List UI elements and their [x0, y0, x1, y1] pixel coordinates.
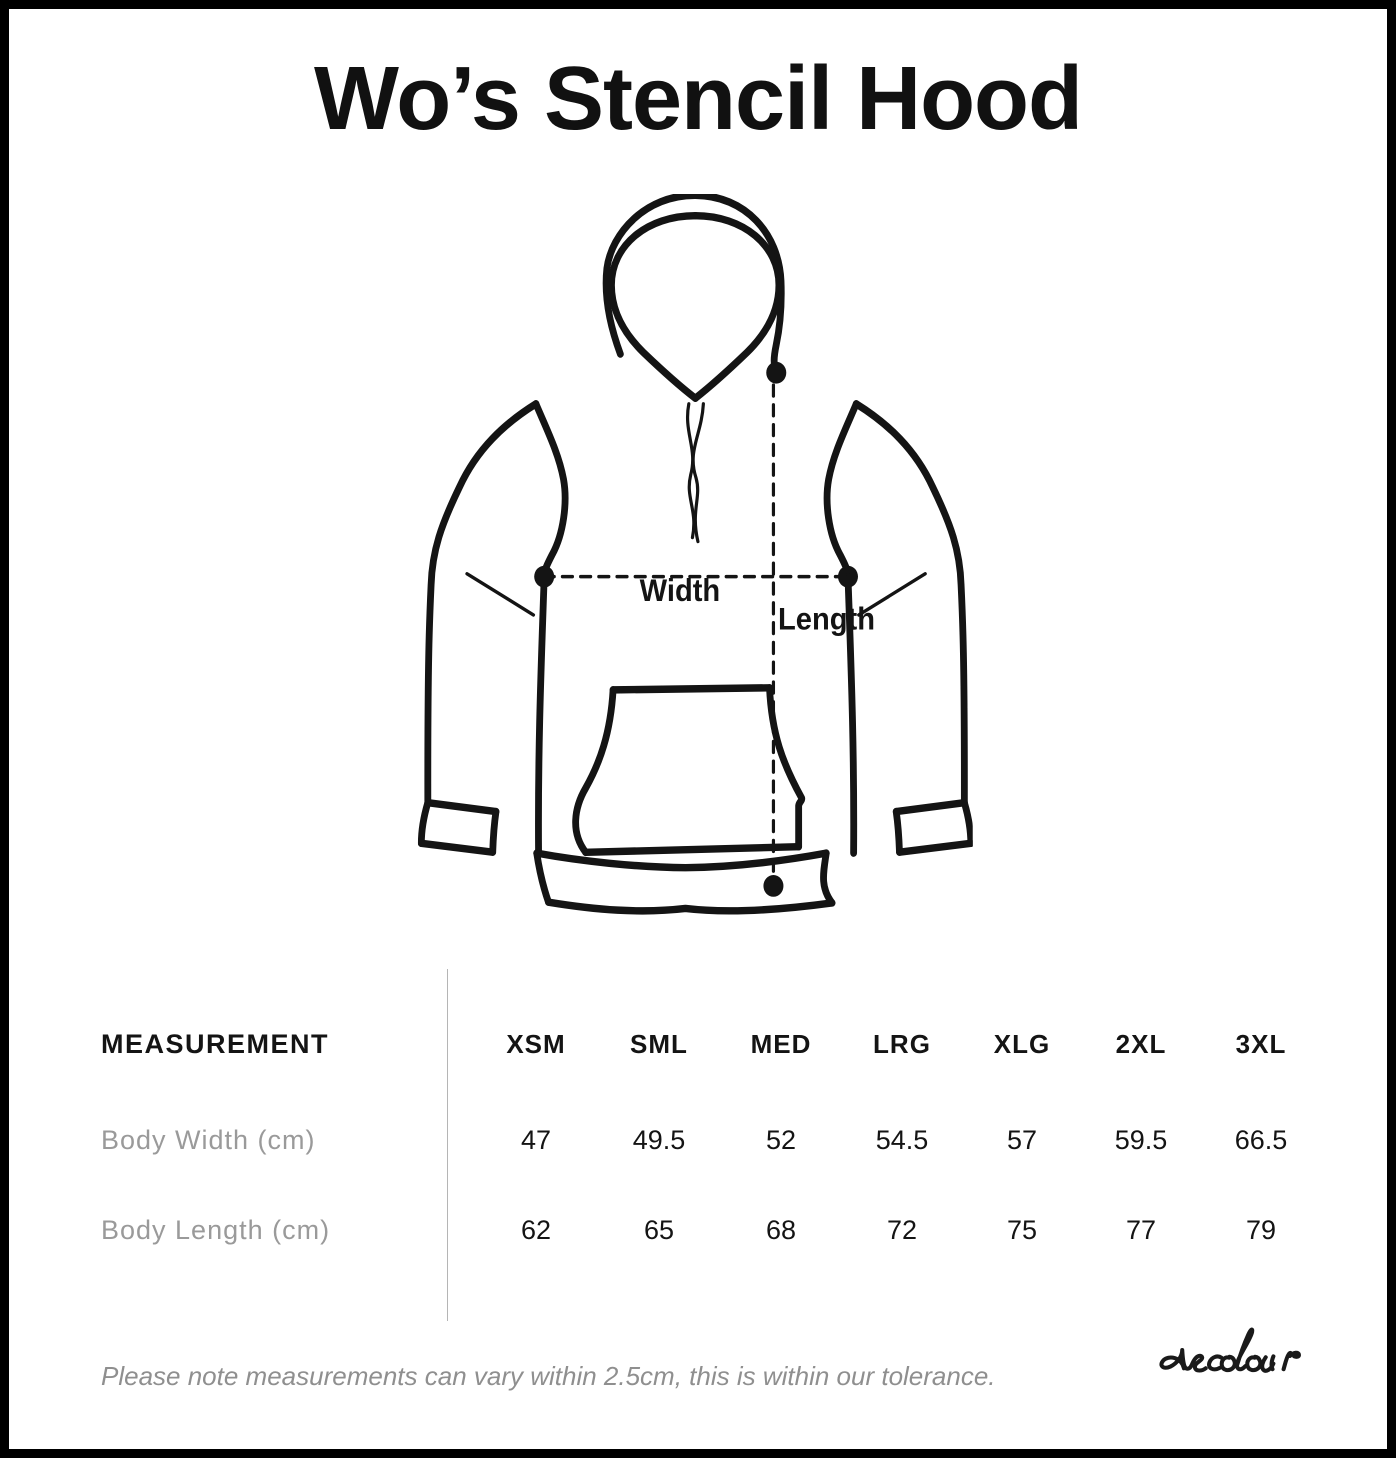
svg-text:Length: Length — [778, 601, 875, 636]
svg-text:Width: Width — [640, 573, 721, 608]
